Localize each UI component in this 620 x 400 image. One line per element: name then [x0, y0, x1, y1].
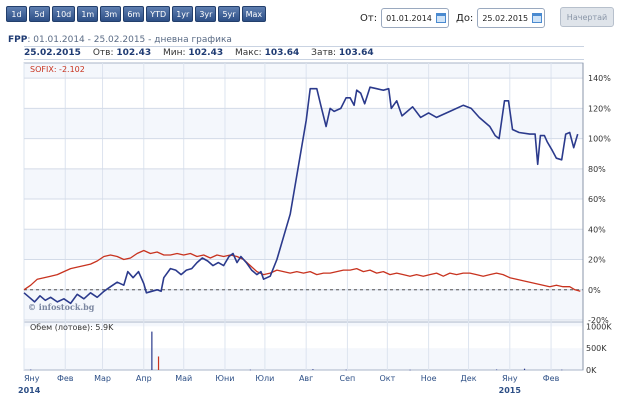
series-line-fpp: [23, 86, 579, 305]
volume-tick-label: 1000K: [586, 322, 612, 331]
y-tick-label: 40%: [588, 225, 606, 234]
x-tick-label: Юли: [255, 374, 274, 383]
y-tick-label: 20%: [588, 256, 606, 265]
legend-sofix: SOFIX: -2.102: [30, 65, 85, 74]
range-button-ytd[interactable]: YTD: [146, 6, 171, 22]
low-label: Мин:: [162, 48, 186, 58]
date-to-value: 25.02.2015: [482, 13, 529, 23]
y-tick-label: 120%: [588, 104, 611, 113]
range-button-1m[interactable]: 1m: [77, 6, 99, 22]
x-tick-label: Яну: [24, 374, 40, 383]
range-button-3m[interactable]: 3m: [100, 6, 122, 22]
volume-bar: [345, 369, 347, 371]
range-button-1d[interactable]: 1d: [6, 6, 27, 22]
calendar-icon[interactable]: [436, 13, 447, 23]
series-line-sofix: [23, 249, 581, 292]
x-tick-label: Мар: [94, 374, 111, 383]
year-label: 2014: [18, 386, 41, 395]
open-label: Отв:: [92, 48, 114, 58]
open-value: 102.43: [116, 48, 152, 58]
x-tick-label: Окт: [379, 374, 395, 383]
grid-band: [24, 259, 583, 290]
y-tick-label: 60%: [588, 195, 606, 204]
volume-band: [24, 326, 583, 349]
x-tick-label: Апр: [136, 374, 152, 383]
low-value: 102.43: [188, 48, 224, 58]
volume-bar: [249, 369, 251, 371]
date-to-group: До: 25.02.2015: [456, 8, 546, 28]
chart-subtitle: : 01.01.2014 - 25.02.2015 - дневна графи…: [27, 35, 232, 45]
volume-bar: [409, 369, 411, 371]
chart-title: FPP: 01.01.2014 - 25.02.2015 - дневна гр…: [8, 35, 232, 45]
x-tick-label: Фев: [543, 374, 560, 383]
grid-band: [24, 78, 583, 109]
volume-label: Обем (лотове): 5.9K: [30, 323, 114, 332]
volume-tick-label: 0K: [586, 366, 597, 375]
x-tick-label: Юни: [215, 374, 234, 383]
y-tick-label: 80%: [588, 165, 606, 174]
y-tick-label: 140%: [588, 74, 611, 83]
volume-bar: [523, 368, 526, 370]
close-label: Затв:: [311, 48, 337, 58]
symbol: FPP: [8, 35, 28, 45]
date-from-group: От: 01.01.2014: [360, 8, 450, 28]
grid-band: [24, 199, 583, 230]
high-label: Макс:: [234, 48, 262, 58]
y-tick-label: 0%: [588, 286, 601, 295]
range-button-5yr[interactable]: 5yr: [218, 6, 240, 22]
quote-bar: 25.02.2015 Отв: 102.43 Мин: 102.43 Макс:…: [24, 46, 584, 60]
date-from-label: От:: [360, 12, 378, 24]
range-button-3yr[interactable]: 3yr: [195, 6, 217, 22]
x-tick-label: Ное: [421, 374, 437, 383]
range-button-1yr[interactable]: 1yr: [172, 6, 194, 22]
x-tick-label: Авг: [299, 374, 313, 383]
volume-tick-label: 500K: [586, 344, 607, 353]
grid-band: [24, 138, 583, 169]
date-from-input[interactable]: 01.01.2014: [381, 8, 450, 28]
watermark: © infostock.bg: [28, 302, 95, 312]
x-tick-label: Фев: [57, 374, 74, 383]
year-label: 2015: [499, 386, 522, 395]
volume-bar: [561, 369, 563, 371]
volume-bar: [151, 331, 153, 370]
volume-bar: [495, 369, 498, 371]
quote-date: 25.02.2015: [24, 48, 81, 58]
x-tick-label: Сеп: [340, 374, 356, 383]
x-tick-label: Май: [175, 374, 192, 383]
high-value: 103.64: [264, 48, 300, 58]
range-toolbar: 1d 5d 10d 1m 3m 6m YTD 1yr 3yr 5yr Max: [6, 6, 267, 24]
volume-bar: [157, 356, 160, 370]
x-tick-label: Дек: [461, 374, 477, 383]
date-to-label: До:: [456, 12, 474, 24]
y-tick-label: 100%: [588, 135, 611, 144]
close-value: 103.64: [338, 48, 374, 58]
volume-bar: [312, 369, 314, 370]
y-tick-label: -20%: [588, 316, 609, 325]
range-button-5d[interactable]: 5d: [29, 6, 50, 22]
draw-button[interactable]: Начертай: [560, 7, 614, 27]
x-tick-label: Яну: [502, 374, 518, 383]
calendar-icon[interactable]: [532, 13, 543, 23]
date-from-value: 01.01.2014: [386, 13, 432, 23]
range-button-max[interactable]: Max: [241, 6, 267, 22]
date-to-input[interactable]: 25.02.2015: [477, 8, 546, 28]
range-button-10d[interactable]: 10d: [52, 6, 76, 22]
range-button-6m[interactable]: 6m: [123, 6, 145, 22]
volume-bar: [30, 369, 32, 371]
